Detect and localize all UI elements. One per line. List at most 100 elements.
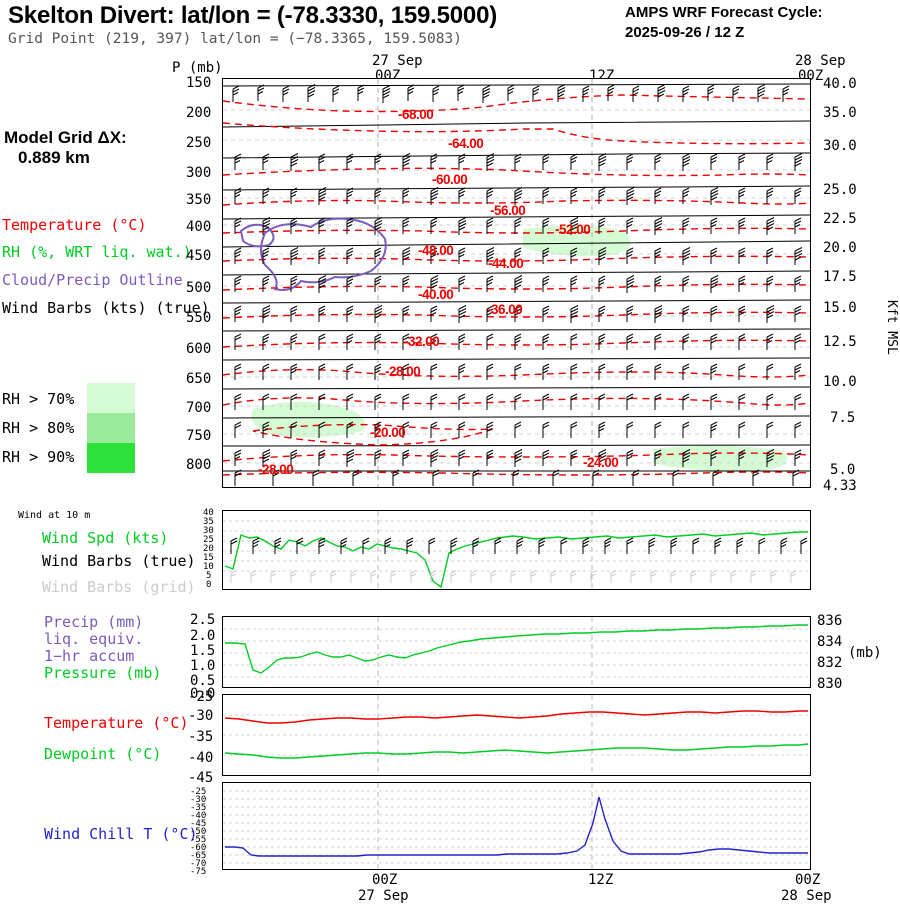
wind-tick-5: 5 bbox=[206, 571, 212, 581]
z-tick-5: 5.0 bbox=[830, 462, 856, 478]
contour-label-64: -64.00 bbox=[448, 136, 484, 151]
chill-tick-m40: -40 bbox=[190, 811, 207, 821]
page-title: Skelton Divert: lat/lon = (-78.3330, 159… bbox=[8, 2, 498, 29]
temp-tick-m45: -45 bbox=[188, 770, 214, 786]
contour-label-40: -40.00 bbox=[418, 287, 454, 302]
chill-tick-m30: -30 bbox=[190, 795, 207, 805]
bottom-time-12z: 12Z bbox=[588, 872, 614, 888]
contour-label-32: -32.00 bbox=[404, 334, 440, 349]
contour-label-28b: -28.00 bbox=[258, 462, 294, 477]
legend-wind-chill: Wind Chill T (°C) bbox=[44, 825, 198, 843]
z-tick-25: 25.0 bbox=[823, 182, 857, 198]
pressure-tick-832: 832 bbox=[817, 655, 843, 671]
chill-tick-m45: -45 bbox=[190, 819, 207, 829]
legend-cloud-precip-outline: Cloud/Precip Outline bbox=[2, 271, 183, 289]
contour-label-60: -60.00 bbox=[432, 172, 468, 187]
chill-tick-m25: -25 bbox=[190, 787, 207, 797]
pressure-tick-836: 836 bbox=[817, 613, 843, 629]
z-tick-20: 20.0 bbox=[823, 240, 857, 256]
legend-rh90-swatch bbox=[87, 443, 135, 473]
precip-tick-2p5: 2.5 bbox=[190, 612, 216, 628]
z-tick-7p5: 7.5 bbox=[830, 410, 856, 426]
contour-label-24: -24.00 bbox=[583, 455, 619, 470]
chill-tick-m60: -60 bbox=[190, 843, 207, 853]
contour-label-20: -20.00 bbox=[370, 425, 406, 440]
legend-rh80-swatch bbox=[87, 413, 135, 443]
wind-tick-40: 40 bbox=[203, 508, 214, 518]
chill-tick-m65: -65 bbox=[190, 851, 207, 861]
pressure-axis-title: P (mb) bbox=[172, 60, 223, 76]
contour-label-44: -44.00 bbox=[488, 256, 524, 271]
model-grid-dx-label: Model Grid ΔX: bbox=[4, 128, 127, 147]
z-tick-12p5: 12.5 bbox=[823, 334, 857, 350]
z-tick-4p33: 4.33 bbox=[823, 478, 857, 494]
legend-pressure: Pressure (mb) bbox=[44, 664, 162, 682]
temp-tick-m40: -40 bbox=[188, 750, 214, 766]
precip-tick-0p0: 0.0 bbox=[190, 686, 216, 702]
wind-chill-panel[interactable] bbox=[222, 782, 811, 870]
p-tick-600: 600 bbox=[186, 341, 212, 357]
bottom-time-00z-b: 00Z bbox=[795, 872, 821, 888]
legend-temperature: Temperature (°C) bbox=[2, 216, 147, 234]
pressure-tick-830: 830 bbox=[817, 676, 843, 692]
z-tick-15: 15.0 bbox=[823, 300, 857, 316]
pressure-tick-834: 834 bbox=[817, 634, 843, 650]
p-tick-150: 150 bbox=[186, 75, 212, 91]
bottom-time-00z-a: 00Z bbox=[372, 872, 398, 888]
p-tick-300: 300 bbox=[186, 165, 212, 181]
time-height-sounding-panel[interactable] bbox=[222, 78, 811, 488]
legend-wind-barbs: Wind Barbs (kts) (true) bbox=[2, 299, 210, 317]
chill-tick-m35: -35 bbox=[190, 803, 207, 813]
precip-tick-0p5: 0.5 bbox=[190, 673, 216, 689]
wind-10m-panel[interactable] bbox=[222, 510, 811, 590]
temperature-dewpoint-panel[interactable] bbox=[222, 694, 811, 776]
z-tick-35: 35.0 bbox=[823, 105, 857, 121]
precip-pressure-panel[interactable] bbox=[222, 616, 811, 688]
legend-rh80-label: RH > 80% bbox=[2, 419, 75, 437]
p-tick-200: 200 bbox=[186, 105, 212, 121]
p-tick-750: 750 bbox=[186, 428, 212, 444]
wind-tick-30: 30 bbox=[203, 526, 214, 536]
chill-tick-m55: -55 bbox=[190, 835, 207, 845]
forecast-cycle-value: 2025-09-26 / 12 Z bbox=[625, 24, 745, 41]
bottom-date-27sep: 27 Sep bbox=[358, 888, 409, 904]
p-tick-250: 250 bbox=[186, 135, 212, 151]
legend-rh70-swatch bbox=[87, 383, 135, 413]
contour-label-68: -68.00 bbox=[398, 107, 434, 122]
bottom-date-28sep: 28 Sep bbox=[781, 888, 832, 904]
wind-tick-15: 15 bbox=[203, 553, 214, 563]
precip-tick-1p0: 1.0 bbox=[190, 658, 216, 674]
precip-tick-1p5: 1.5 bbox=[190, 643, 216, 659]
contour-label-56: -56.00 bbox=[490, 203, 526, 218]
contour-label-48: -48.00 bbox=[418, 243, 454, 258]
temp-tick-m35: -35 bbox=[188, 729, 214, 745]
contour-label-36: -36.00 bbox=[487, 302, 523, 317]
legend-rh90-label: RH > 90% bbox=[2, 448, 75, 466]
chill-tick-m75: -75 bbox=[190, 867, 207, 877]
p-tick-350: 350 bbox=[186, 192, 212, 208]
wind-panel-title: Wind at 10 m bbox=[18, 510, 91, 521]
p-tick-650: 650 bbox=[186, 371, 212, 387]
legend-dewpoint-2m: Dewpoint (°C) bbox=[44, 745, 162, 763]
legend-precip-line2: liq. equiv. bbox=[44, 630, 144, 648]
temp-tick-m25: -25 bbox=[188, 689, 214, 705]
top-time-date-2: 28 Sep bbox=[795, 53, 846, 69]
forecast-cycle-label: AMPS WRF Forecast Cycle: bbox=[625, 4, 823, 21]
p-tick-800: 800 bbox=[186, 457, 212, 473]
wind-tick-20: 20 bbox=[203, 544, 214, 554]
wind-tick-25: 25 bbox=[203, 535, 214, 545]
p-tick-500: 500 bbox=[186, 280, 212, 296]
contour-label-28: -28.00 bbox=[385, 364, 421, 379]
model-grid-dx-value: 0.889 km bbox=[18, 148, 90, 167]
z-tick-40: 40.0 bbox=[823, 76, 857, 92]
p-tick-450: 450 bbox=[186, 248, 212, 264]
chill-tick-m70: -70 bbox=[190, 859, 207, 869]
precip-tick-2p0: 2.0 bbox=[190, 628, 216, 644]
legend-wind-barbs-grid: Wind Barbs (grid) bbox=[42, 578, 196, 596]
z-tick-30: 30.0 bbox=[823, 138, 857, 154]
wind-tick-0: 0 bbox=[206, 580, 212, 590]
height-axis-title: Kft MSL bbox=[884, 300, 899, 355]
temp-tick-m30: -30 bbox=[188, 708, 214, 724]
contour-label-52: -52.00 bbox=[555, 222, 591, 237]
legend-wind-barbs-true: Wind Barbs (true) bbox=[42, 552, 196, 570]
